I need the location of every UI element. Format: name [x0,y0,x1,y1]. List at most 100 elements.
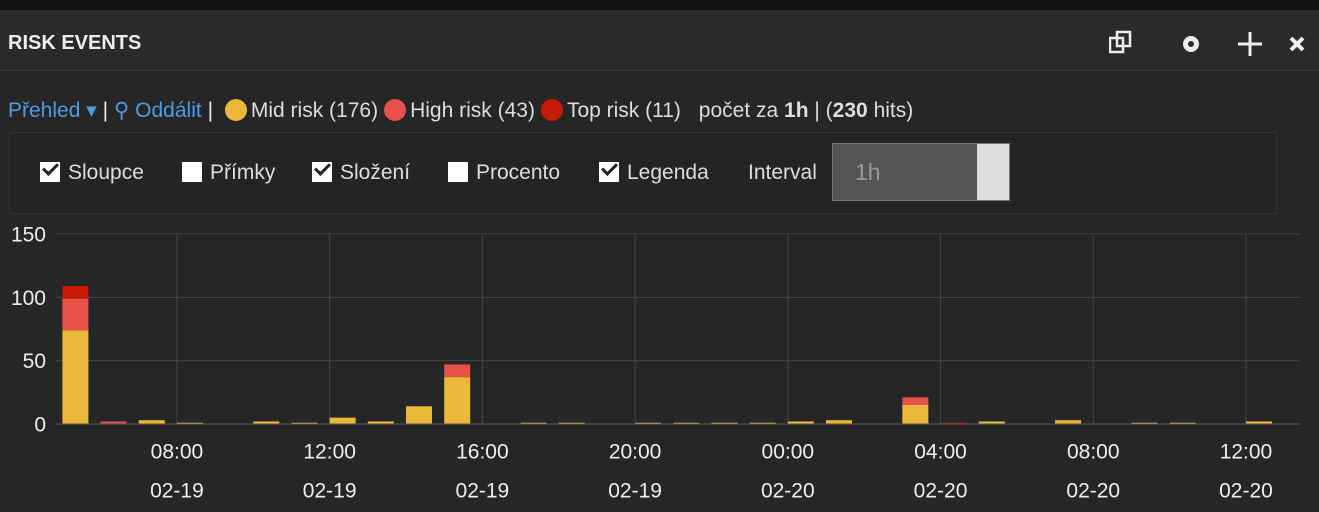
bar-segment [253,421,280,424]
legend-label: Top risk (11) [566,99,681,122]
bar-segment [978,421,1005,424]
bar-segment [558,422,585,424]
toolbar: Přehled ▾ | ⚲ Oddálit | Mid risk (176) Hi… [8,98,913,123]
x-tick-label: 00:00 [762,441,815,464]
bar-segment [635,422,662,424]
bar-segment [62,330,89,424]
x-tick-label: 16:00 [456,441,509,464]
bar-segment [444,364,471,378]
bar-segment [711,422,738,424]
checkbox-box [599,159,619,182]
bar-segment [444,377,471,424]
checkbox-label: Složení [340,161,411,184]
top-strip [0,0,1319,10]
checkbox-label: Procento [476,161,561,184]
bar-segment [100,421,127,424]
bar-segment [367,421,394,424]
bar-segment [902,397,929,405]
zoom-out-link[interactable]: Oddálit [135,99,202,122]
panel-title: RISK EVENTS [8,32,142,54]
checkbox[interactable]: Legenda [599,159,709,185]
move-icon[interactable] [1238,32,1262,56]
bar-segment [62,285,89,299]
bar-segment [1131,422,1158,424]
checkbox-box [182,162,202,182]
interval-select[interactable]: 1h [832,143,1010,201]
bar-segment [291,422,318,424]
bar-segment [176,422,203,424]
bar-segment [62,298,89,331]
bar-segment [138,420,165,424]
checkbox-box [448,162,468,182]
checkbox-label: Přímky [210,161,276,184]
bar-segment [520,422,547,424]
bar-segment [329,417,356,424]
x-tick-label: 08:00 [1067,441,1120,464]
x-tick-sublabel: 02-20 [761,480,815,503]
settings-hole [1188,41,1194,47]
chart: 0 50 100 150 08:00 02-19 12:00 02-19 16:00 02-19 2… [11,224,1300,503]
check-mark [314,159,331,176]
bar-segment [673,422,700,424]
y-tick-label: 0 [34,414,46,437]
check-mark [601,159,618,176]
checkbox[interactable]: Sloupce [40,159,144,185]
check-mark [42,159,59,176]
interval-label: Interval [748,161,817,184]
checkbox-box [312,159,332,182]
checkbox-label: Legenda [627,161,709,184]
caret[interactable]: ▾ [80,99,97,122]
legend-dot [224,99,247,121]
y-tick-label: 50 [23,350,46,373]
close-icon[interactable] [1289,36,1305,52]
summary-suffix: hits) [873,99,914,122]
summary-prefix: počet za [698,99,779,122]
legend-dot [384,99,407,121]
x-tick-label: 04:00 [914,441,967,464]
x-tick-sublabel: 02-19 [608,480,662,503]
bar-segment [749,422,776,424]
x-tick-sublabel: 02-19 [150,480,204,503]
panel-header: RISK EVENTS [0,10,1319,71]
x-tick-label: 08:00 [151,441,204,464]
legend: Mid risk (176) High risk (43) Top risk (11… [219,99,681,122]
select-arrow [977,144,1009,200]
x-tick-sublabel: 02-20 [1066,480,1120,503]
divider: | [102,99,109,122]
bar-segment [1055,420,1082,424]
interval-value: 1h [855,159,881,185]
legend-label: High risk (43) [410,99,535,122]
bar-segment [826,420,852,424]
header-icons [1109,30,1305,56]
x-tick-sublabel: 02-20 [914,480,968,503]
options-panel: Interval 1h Sloupce Přímky Složení Procento… [9,132,1277,214]
summary-interval: 1h [784,99,809,122]
x-tick-label: 20:00 [609,441,662,464]
y-tick-label: 150 [11,224,46,247]
overview-link[interactable]: Přehled [8,99,81,122]
bar-segment [406,406,433,424]
zoom-icon[interactable]: ⚲ [113,99,130,122]
legend-label: Mid risk (176) [250,99,379,122]
bar-segment [787,421,814,424]
checkbox-label: Sloupce [68,161,144,184]
copy-icon[interactable] [1109,30,1132,54]
checkbox-box [40,159,60,182]
bar-segment [1245,421,1272,424]
x-tick-label: 12:00 [303,441,356,464]
checkbox[interactable]: Přímky [182,161,275,185]
y-tick-label: 100 [11,287,46,310]
summary-hits: 230 [832,99,868,122]
bar-segment [902,405,929,424]
checkbox[interactable]: Složení [312,159,411,185]
divider: | [207,99,214,122]
x-tick-label: 12:00 [1220,441,1273,464]
x-tick-sublabel: 02-19 [303,480,357,503]
checkbox[interactable]: Procento [448,161,560,185]
x-tick-sublabel: 02-19 [456,480,510,503]
legend-dot [540,99,563,121]
bar-segment [940,422,967,424]
x-tick-sublabel: 02-20 [1219,480,1273,503]
summary-separator: | ( [814,99,833,122]
